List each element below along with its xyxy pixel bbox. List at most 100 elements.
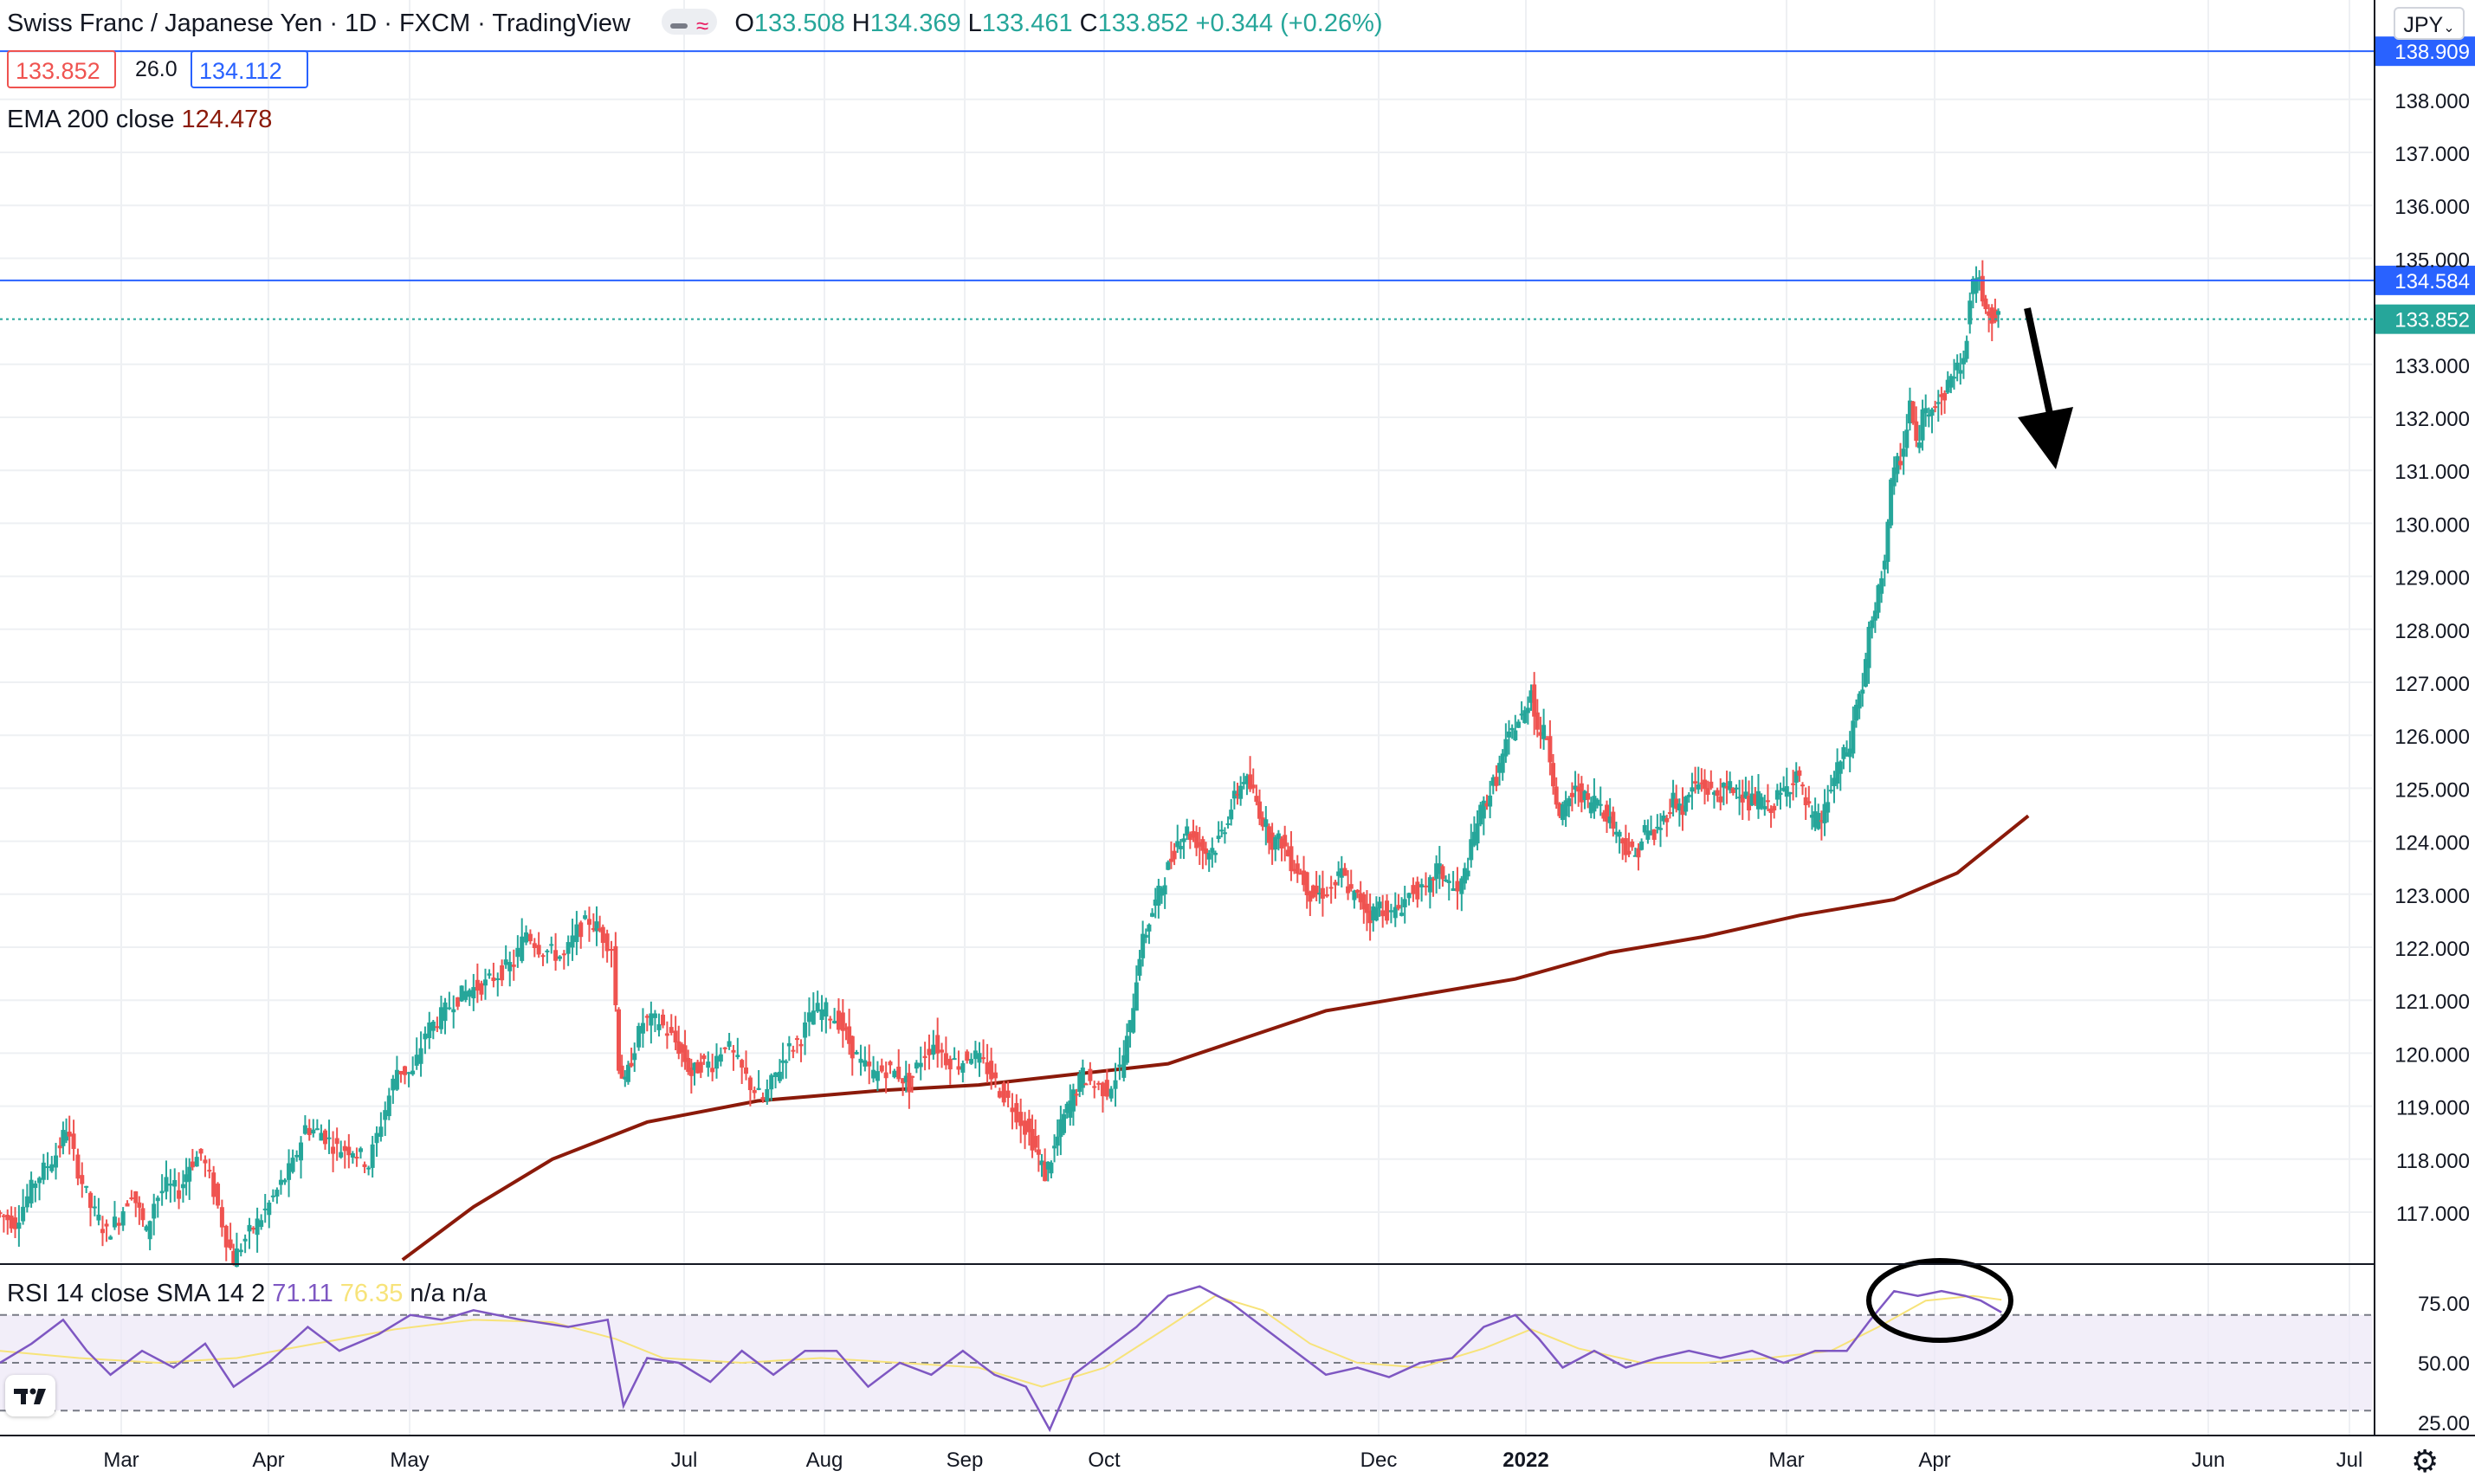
candle-body	[1734, 787, 1739, 790]
candle-body	[1283, 835, 1288, 847]
ema-legend[interactable]: EMA 200 close 124.478	[7, 104, 272, 135]
candle-body	[527, 933, 533, 942]
candle-body	[1131, 1008, 1136, 1033]
candle-body	[1298, 873, 1303, 875]
candle-body	[1762, 806, 1767, 810]
candle-body	[438, 1007, 443, 1029]
candle-body	[354, 1157, 359, 1159]
candle-body	[1860, 689, 1865, 694]
candle-body	[669, 1027, 674, 1033]
candle-body	[1582, 790, 1587, 801]
candle-body	[752, 1090, 757, 1094]
candle-body	[1895, 455, 1900, 474]
candle-body	[1104, 1080, 1109, 1097]
candle-body	[1355, 889, 1360, 893]
candle-body	[791, 1049, 796, 1052]
visibility-toggle[interactable]: ≈	[662, 9, 718, 39]
candle-body	[57, 1145, 62, 1149]
close-label: C	[1079, 10, 1098, 37]
x-tick-label: Oct	[1088, 1449, 1121, 1472]
candle-body	[92, 1206, 97, 1209]
candle-body	[1100, 1082, 1105, 1097]
candle-body	[61, 1130, 66, 1146]
candle-body	[1889, 479, 1894, 526]
x-tick-label: Apr	[252, 1449, 284, 1472]
candle-body	[1147, 924, 1152, 932]
tradingview-logo-icon[interactable]	[5, 1375, 55, 1416]
candle-body	[1244, 776, 1250, 784]
candle-body	[969, 1059, 974, 1064]
candle-body	[1475, 823, 1480, 844]
candle-body	[794, 1038, 799, 1041]
rsi-legend[interactable]: RSI 14 close SMA 14 2 71.11 76.35 n/a n/…	[7, 1278, 487, 1309]
candle-body	[815, 1003, 820, 1012]
candle-body	[1367, 910, 1373, 924]
symbol-title[interactable]: Swiss Franc / Japanese Yen · 1D · FXCM ·…	[7, 10, 630, 37]
candle-body	[586, 919, 591, 926]
candle-body	[1361, 894, 1367, 910]
candle-body	[1399, 913, 1405, 916]
candle-body	[1851, 720, 1856, 754]
currency-selector[interactable]: JPY⌄	[2394, 7, 2465, 40]
candle-body	[1419, 884, 1425, 887]
candle-body	[1743, 791, 1748, 798]
candle-body	[1113, 1080, 1118, 1089]
candle-body	[1260, 817, 1265, 827]
sell-price-button[interactable]: 133.852	[7, 50, 116, 88]
candle-body	[219, 1207, 224, 1228]
candle-body	[847, 1026, 852, 1044]
candle-body	[1143, 934, 1148, 938]
candle-body	[80, 1175, 85, 1184]
candle-body	[5, 1214, 10, 1221]
candle-body	[1690, 787, 1695, 792]
candle-body	[1721, 783, 1726, 788]
candle-body	[1958, 370, 1963, 374]
candle-body	[1845, 752, 1850, 757]
candle-body	[1551, 763, 1556, 787]
candle-body	[1077, 1074, 1082, 1093]
x-tick-label: Aug	[806, 1449, 843, 1472]
candle-body	[1538, 732, 1543, 736]
candle-body	[1914, 421, 1919, 442]
candle-body	[267, 1202, 272, 1216]
candle-body	[1632, 855, 1638, 857]
candle-body	[1607, 816, 1612, 823]
candle-body	[1778, 792, 1783, 796]
candle-body	[282, 1179, 288, 1183]
candle-body	[307, 1127, 312, 1135]
y-tick-label: 137.000	[2394, 143, 2470, 166]
candle-body	[1740, 794, 1745, 803]
candle-body	[927, 1048, 932, 1055]
candle-body	[1026, 1119, 1031, 1132]
candle-body	[1033, 1135, 1038, 1148]
candle-body	[1532, 684, 1537, 717]
gear-icon[interactable]: ⚙	[2411, 1443, 2439, 1479]
candle-body	[503, 959, 508, 965]
y-tick-label: 122.000	[2394, 938, 2470, 961]
candle-body	[1503, 739, 1509, 757]
buy-price-button[interactable]: 134.112	[191, 50, 308, 88]
candle-body	[1993, 309, 1998, 322]
candle-body	[1231, 790, 1237, 799]
candle-body	[1328, 887, 1334, 889]
candle-body	[1515, 721, 1521, 728]
candle-body	[427, 1022, 432, 1038]
candle-body	[1923, 408, 1929, 414]
candle-body	[423, 1033, 428, 1040]
candle-body	[1266, 826, 1271, 843]
candle-body	[1348, 884, 1354, 889]
candle-body	[223, 1225, 229, 1248]
y-tick-label: 135.000	[2394, 248, 2470, 272]
candle-body	[1270, 832, 1275, 850]
candle-body	[1980, 275, 1985, 302]
candle-body	[1803, 797, 1808, 805]
candle-body	[116, 1223, 121, 1226]
candle-body	[1295, 863, 1300, 874]
candle-body	[1759, 797, 1764, 809]
wave-icon: ≈	[696, 12, 709, 39]
candle-body	[511, 965, 516, 967]
last-price-tag	[2375, 304, 2475, 334]
candle-body	[1718, 796, 1723, 803]
candle-body	[989, 1061, 994, 1080]
